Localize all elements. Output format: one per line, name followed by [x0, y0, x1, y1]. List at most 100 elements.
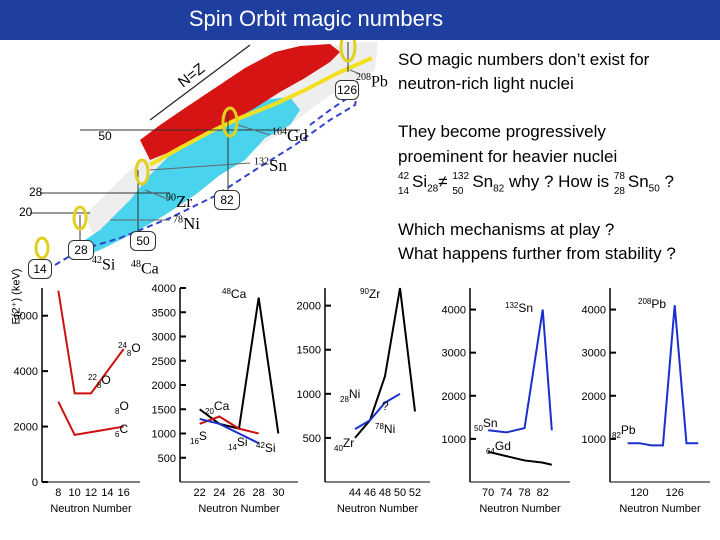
p2-ytick-label: 3500	[152, 307, 176, 319]
p5-xlabel: Neutron Number	[619, 503, 701, 515]
highlight-oval-sn	[134, 158, 150, 186]
p2-series-si	[199, 417, 260, 445]
p3-label-ni: 28Ni	[340, 387, 360, 404]
p4-ytick-label: 2000	[442, 391, 466, 403]
p4-ytick-label: 1000	[442, 434, 466, 446]
p5-xtick-label: 126	[666, 487, 684, 499]
p2-xtick-label: 24	[213, 487, 225, 499]
sn-sym: Sn	[269, 156, 287, 175]
arrow-gd	[237, 124, 271, 136]
zr-mass: 90	[166, 192, 176, 204]
p5-series-pb	[627, 305, 699, 447]
p4-label-gd: 64Gd	[486, 439, 511, 456]
drip-line-dashed-upper	[309, 79, 359, 126]
si-z: 14	[398, 186, 410, 197]
p1-series-c	[57, 401, 124, 436]
p2-xtick-label: 30	[272, 487, 284, 499]
question-mark: ?	[664, 172, 674, 191]
p2-ytick-label: 500	[158, 453, 176, 465]
p3-label-?: ?	[382, 399, 389, 413]
p4-label-sn: 132Sn	[505, 301, 533, 315]
nucleus-label-zr: 90Zr	[166, 192, 192, 212]
p2-label-ca: 48Ca	[222, 287, 247, 301]
p3-label-zr: 90Zr	[360, 287, 380, 301]
p4-xtick-label: 78	[518, 487, 530, 499]
p4-xlabel: Neutron Number	[479, 503, 561, 515]
p3-xtick-label: 50	[394, 487, 406, 499]
p3-series-ni	[354, 392, 401, 430]
p2-ytick-label: 4000	[152, 283, 176, 295]
text-line-6: Which mechanisms at play ?	[398, 220, 615, 239]
p1-label-o: 228O	[88, 373, 111, 390]
ca-sym: Ca	[141, 260, 159, 278]
p2-xtick-label: 22	[194, 487, 206, 499]
text-line-equation: 42 14 Si28 ≠ 132 50 Sn82 why ? How is 78…	[398, 170, 674, 201]
ni-sym: Ni	[183, 214, 200, 233]
p2-ytick-label: 2500	[152, 356, 176, 368]
nucleus-label-sn: 132Sn	[254, 156, 287, 176]
magic-box-14: 14	[28, 259, 52, 279]
magic-box-50-top: 50	[98, 129, 112, 143]
p1-ytick-label: 2000	[14, 422, 38, 434]
arrow-zr	[144, 189, 171, 201]
ni-mass: 78	[173, 214, 183, 226]
highlight-oval-si	[34, 236, 50, 260]
p2-label-ca: 20Ca	[205, 399, 230, 416]
why-text: why ? How is	[508, 172, 610, 191]
drip-line-dashed	[54, 89, 359, 266]
pb-mass: 208	[356, 72, 371, 83]
sn2-a: 78	[613, 171, 625, 182]
gd-mass: 164	[272, 126, 287, 138]
arrow-sn	[149, 162, 251, 171]
sn-mass: 132	[254, 156, 269, 168]
sn2-n: 50	[648, 183, 660, 195]
p5-label-pb: 208Pb	[638, 297, 666, 311]
p3-label-ni: 78Ni	[375, 422, 395, 436]
magic-box-50: 50	[130, 231, 156, 251]
nucleus-label-ni: 78Ni	[173, 214, 200, 234]
p3-ytick-label: 1000	[297, 389, 321, 401]
p2-xtick-label: 26	[233, 487, 245, 499]
sn2-isotope: 78 28 Sn50	[614, 170, 660, 201]
p4-xtick-label: 74	[500, 487, 512, 499]
nucleus-label-gd: 164Gd	[272, 126, 308, 146]
magic-box-82: 82	[214, 190, 240, 210]
title-bar: Spin Orbit magic numbers	[0, 0, 720, 40]
nucleus-label-si: 42Si	[92, 255, 115, 274]
p3-label-zr: 40Zr	[334, 436, 354, 453]
p3-xlabel: Neutron Number	[337, 503, 419, 515]
p3-xtick-label: 46	[364, 487, 376, 499]
si-n: 28	[427, 183, 439, 195]
ca-mass: 48	[131, 259, 141, 270]
si-isotope: 42 14 Si28	[398, 170, 438, 201]
p5-ytick-label: 3000	[582, 348, 606, 360]
p1-xtick-label: 16	[118, 487, 130, 499]
p2-ytick-label: 2000	[152, 380, 176, 392]
p1-xtick-label: 12	[85, 487, 97, 499]
p1-xtick-label: 8	[55, 487, 61, 499]
p5-ytick-label: 4000	[582, 305, 606, 317]
zr-sym: Zr	[176, 192, 193, 211]
nuclear-chart-diagram: N=Z	[30, 40, 378, 266]
p1-ytick-label: 6000	[14, 311, 38, 323]
highlight-oval-pb	[339, 40, 357, 63]
p4-xtick-label: 70	[482, 487, 494, 499]
p2-xtick-label: 28	[253, 487, 265, 499]
arrow-pb	[349, 69, 361, 75]
text-line-4: proeminent for heavier nuclei	[398, 147, 618, 166]
sn2-sym-eq: Sn	[627, 172, 649, 191]
nucleus-label-pb: 208Pb	[356, 72, 388, 91]
nucleus-label-ca: 48Ca	[131, 259, 159, 278]
p4-xtick-label: 82	[537, 487, 549, 499]
p2-ytick-label: 1000	[152, 429, 176, 441]
side-magic-28: 28	[29, 185, 43, 199]
si-a: 42	[398, 171, 410, 182]
highlight-oval-ni	[72, 205, 88, 231]
p5-xtick-label: 120	[630, 487, 648, 499]
p4-ytick-label: 3000	[442, 348, 466, 360]
chart-band-red	[140, 44, 340, 160]
p2-label-s: 16S	[190, 429, 207, 446]
p2-xlabel: Neutron Number	[198, 503, 280, 515]
chart-yellow-edge	[149, 56, 373, 167]
p4-ytick-label: 4000	[442, 305, 466, 317]
